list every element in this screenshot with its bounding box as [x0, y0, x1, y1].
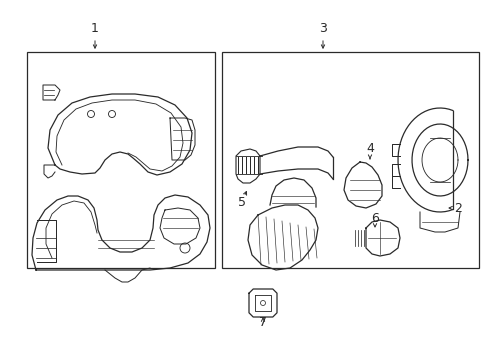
- Bar: [222, 52, 478, 268]
- Bar: [27, 52, 215, 268]
- Text: 5: 5: [238, 195, 245, 208]
- Text: 3: 3: [318, 22, 326, 35]
- Text: 6: 6: [370, 212, 378, 225]
- Text: 1: 1: [91, 22, 99, 35]
- Text: 7: 7: [259, 315, 266, 328]
- Text: 4: 4: [366, 141, 373, 154]
- Text: 2: 2: [453, 202, 461, 215]
